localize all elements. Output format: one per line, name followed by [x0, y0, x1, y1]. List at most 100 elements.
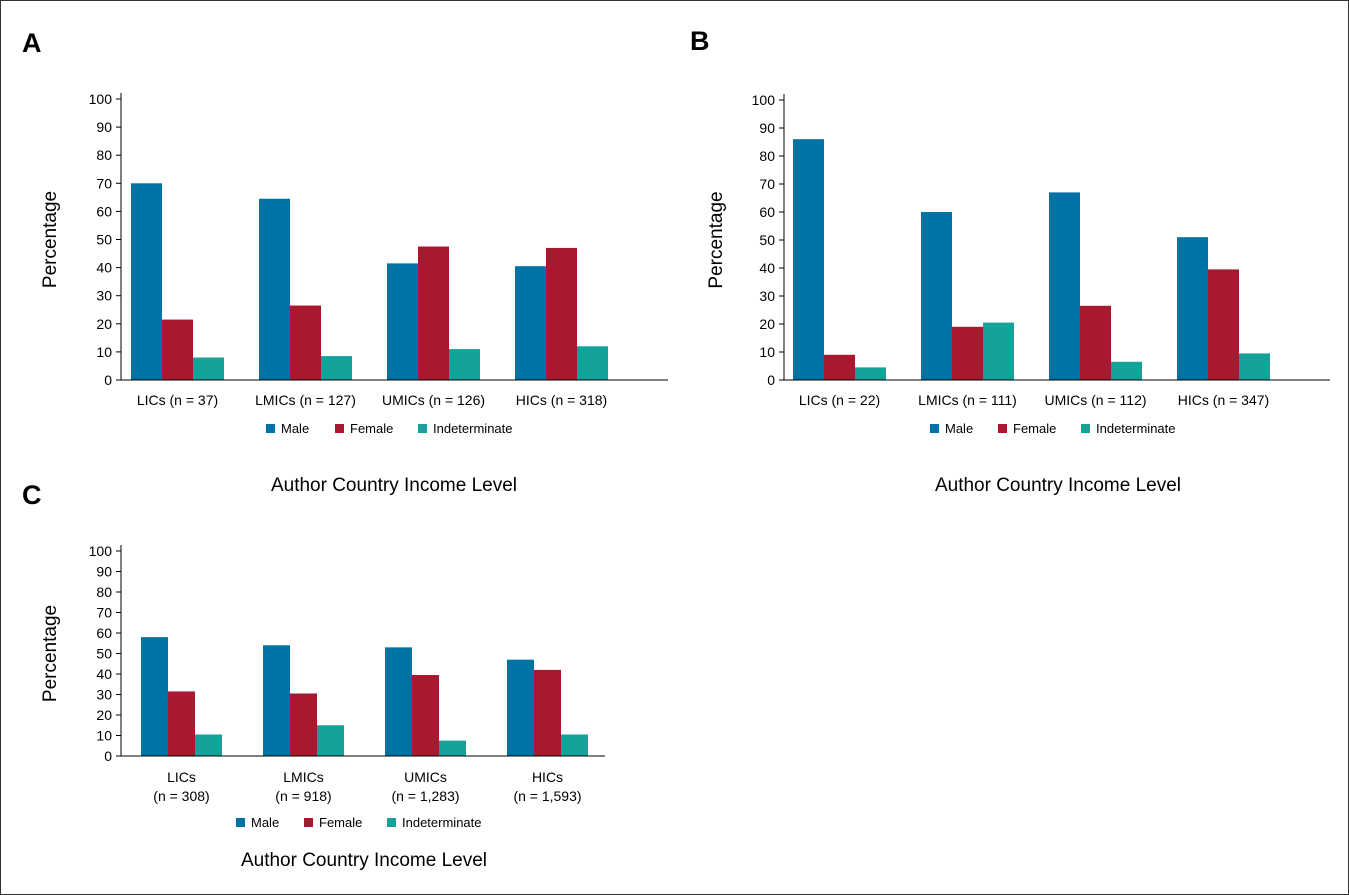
y-tick-label: 10 — [96, 344, 112, 360]
bar-indeterminate — [577, 346, 608, 380]
x-category-label: LMICs (n = 127) — [255, 392, 356, 408]
legend-label-female: Female — [1013, 421, 1056, 436]
bar-male — [515, 266, 546, 380]
y-axis-title: Percentage — [40, 191, 61, 288]
legend-swatch-indeterminate — [387, 818, 396, 827]
x-category-label: UMICs (n = 112) — [1044, 392, 1146, 408]
y-tick-label: 50 — [759, 232, 775, 248]
bar-male — [387, 263, 418, 380]
y-tick-label: 0 — [767, 372, 775, 388]
legend-swatch-female — [335, 424, 344, 433]
x-axis-title: Author Country Income Level — [935, 475, 1181, 496]
bar-male — [507, 659, 534, 756]
bar-female — [418, 246, 449, 380]
x-category-label: LMICs (n = 111) — [918, 392, 1017, 408]
legend-swatch-male — [266, 424, 275, 433]
x-category-label: UMICs (n = 126) — [382, 392, 485, 408]
y-tick-label: 100 — [752, 92, 776, 108]
y-tick-label: 10 — [759, 344, 775, 360]
y-tick-label: 20 — [96, 316, 112, 332]
y-tick-label: 80 — [759, 148, 775, 164]
y-axis-title: Percentage — [40, 605, 61, 702]
y-tick-label: 60 — [96, 203, 112, 219]
x-category-label: LICs — [167, 769, 196, 785]
legend-label-indeterminate: Indeterminate — [402, 815, 482, 830]
y-tick-label: 70 — [96, 605, 112, 621]
bar-indeterminate — [439, 740, 466, 756]
legend-swatch-female — [998, 424, 1007, 433]
bar-female — [1080, 305, 1111, 380]
bar-female — [824, 354, 855, 380]
x-axis-title: Author Country Income Level — [241, 850, 487, 871]
bar-male — [921, 212, 952, 380]
x-axis-title: Author Country Income Level — [271, 475, 517, 496]
y-tick-label: 90 — [759, 120, 775, 136]
bar-indeterminate — [449, 349, 480, 380]
bar-male — [1049, 192, 1080, 380]
y-tick-label: 40 — [96, 260, 112, 276]
x-category-label: UMICs — [404, 769, 447, 785]
bar-indeterminate — [561, 734, 588, 756]
bar-male — [385, 647, 412, 756]
y-tick-label: 80 — [96, 147, 112, 163]
legend-swatch-indeterminate — [1081, 424, 1090, 433]
y-tick-label: 90 — [96, 119, 112, 135]
y-tick-label: 20 — [96, 707, 112, 723]
bar-female — [952, 326, 983, 380]
y-tick-label: 0 — [104, 372, 112, 388]
y-tick-label: 70 — [96, 175, 112, 191]
bar-male — [131, 183, 162, 380]
legend-label-male: Male — [945, 421, 973, 436]
bar-indeterminate — [1111, 361, 1142, 380]
panel-c: C 0 10 20 30 40 50 60 70 80 90 100 Percentage LICs (n … — [22, 480, 605, 871]
x-category-label: HICs (n = 347) — [1178, 392, 1269, 408]
y-tick-label: 10 — [96, 728, 112, 744]
legend-swatch-male — [930, 424, 939, 433]
bar-male — [1177, 237, 1208, 380]
y-tick-label: 60 — [759, 204, 775, 220]
panel-b: B 0 10 20 30 40 50 60 70 80 90 100 Percentage LICs (n… — [690, 26, 1330, 496]
legend-label-male: Male — [281, 421, 309, 436]
bar-indeterminate — [855, 367, 886, 380]
y-tick-label: 100 — [89, 543, 113, 559]
y-tick-label: 40 — [759, 260, 775, 276]
bar-indeterminate — [195, 734, 222, 756]
bar-female — [162, 319, 193, 380]
panel-letter: A — [22, 28, 42, 58]
bar-male — [263, 645, 290, 756]
y-tick-label: 50 — [96, 232, 112, 248]
bar-indeterminate — [317, 725, 344, 756]
y-tick-label: 30 — [96, 687, 112, 703]
bar-female — [546, 247, 577, 380]
legend-label-female: Female — [319, 815, 362, 830]
y-tick-label: 80 — [96, 584, 112, 600]
y-tick-label: 50 — [96, 646, 112, 662]
bar-female — [168, 691, 195, 756]
x-category-label: LMICs — [283, 769, 323, 785]
x-category-label: (n = 1,283) — [391, 788, 459, 804]
bar-female — [534, 669, 561, 756]
bar-female — [290, 693, 317, 756]
x-category-label: (n = 918) — [275, 788, 331, 804]
legend-swatch-female — [304, 818, 313, 827]
y-tick-label: 30 — [96, 288, 112, 304]
bar-indeterminate — [321, 356, 352, 380]
x-category-label: HICs — [532, 769, 563, 785]
bar-female — [290, 305, 321, 380]
y-tick-label: 100 — [89, 91, 113, 107]
legend-label-indeterminate: Indeterminate — [1096, 421, 1176, 436]
y-axis-title: Percentage — [706, 191, 727, 288]
bar-male — [141, 637, 168, 756]
bar-female — [412, 675, 439, 756]
x-category-label: LICs (n = 37) — [137, 392, 218, 408]
y-tick-label: 70 — [759, 176, 775, 192]
bar-male — [793, 139, 824, 380]
y-tick-label: 0 — [104, 748, 112, 764]
x-category-label: (n = 1,593) — [513, 788, 581, 804]
legend-label-male: Male — [251, 815, 279, 830]
y-tick-label: 20 — [759, 316, 775, 332]
bar-indeterminate — [193, 357, 224, 380]
panel-a: A 0 10 20 30 40 50 60 70 80 90 100 Percentage LICs (n… — [22, 28, 668, 496]
